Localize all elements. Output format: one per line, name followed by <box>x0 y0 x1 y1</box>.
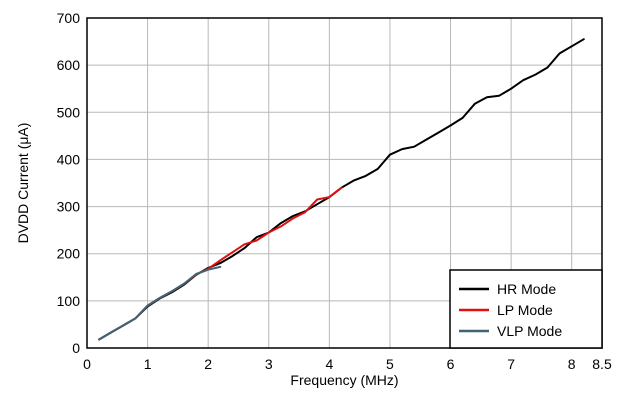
y-tick-label: 400 <box>57 151 81 167</box>
y-tick-labels: 0 100 200 300 400 500 600 700 <box>57 10 81 356</box>
x-tick-label: 2 <box>204 356 212 372</box>
y-tick-label: 600 <box>57 57 81 73</box>
x-tick-label: 3 <box>265 356 273 372</box>
series-layer <box>98 38 585 341</box>
x-tick-label: 8 <box>568 356 576 372</box>
x-tick-label: 5 <box>386 356 394 372</box>
x-tick-label: 4 <box>325 356 333 372</box>
legend-label: VLP Mode <box>497 323 562 339</box>
y-axis-title: DVDD Current (μA) <box>15 123 31 244</box>
x-axis-title: Frequency (MHz) <box>290 372 398 388</box>
x-tick-label: 8.5 <box>592 356 612 372</box>
y-tick-label: 200 <box>57 246 81 262</box>
y-tick-label: 100 <box>57 293 81 309</box>
legend-label: LP Mode <box>497 302 553 318</box>
x-tick-label: 0 <box>83 356 91 372</box>
x-tick-label: 7 <box>507 356 515 372</box>
x-tick-labels: 0 1 2 3 4 5 6 7 8 8.5 <box>83 356 612 372</box>
y-tick-label: 0 <box>72 340 80 356</box>
x-tick-label: 6 <box>447 356 455 372</box>
legend: HR Mode LP Mode VLP Mode <box>449 269 603 349</box>
x-tick-label: 1 <box>144 356 152 372</box>
grid <box>87 18 602 348</box>
y-tick-label: 300 <box>57 199 81 215</box>
y-tick-label: 500 <box>57 104 81 120</box>
plot-frame <box>86 17 603 349</box>
series-line-vlp-mode <box>98 265 222 341</box>
legend-label: HR Mode <box>497 281 556 297</box>
y-tick-label: 700 <box>57 10 81 26</box>
